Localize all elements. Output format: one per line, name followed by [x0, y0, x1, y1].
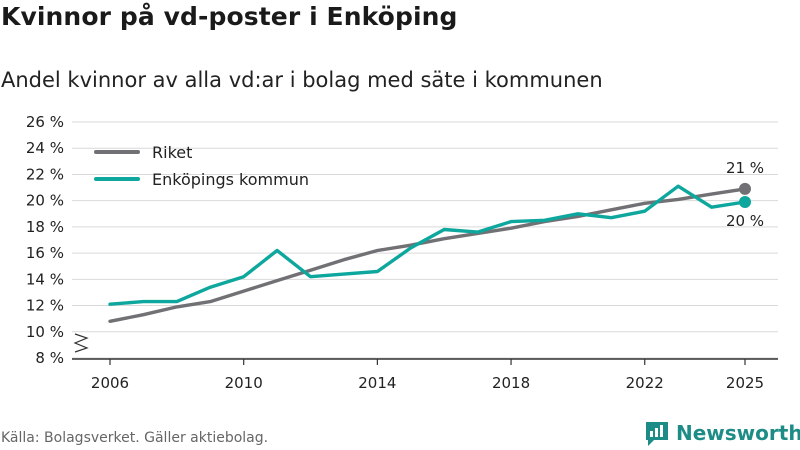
source-note: Källa: Bolagsverket. Gäller aktiebolag. [1, 430, 269, 446]
y-tick-label: 16 % [26, 244, 64, 262]
series-line-riket [108, 187, 747, 323]
y-tick-label: 22 % [26, 165, 64, 183]
newsworthy-logo-icon [646, 422, 668, 446]
line-chart: 8 % 10 % 12 % 14 % 16 % 18 % 20 % 22 % 24 % 26 % 2… [26, 113, 778, 392]
series-end-label: 21 % [726, 159, 764, 177]
chart-subtitle: Andel kvinnor av alla vd:ar i bolag med … [1, 68, 603, 92]
y-tick-label: 24 % [26, 139, 64, 157]
legend-label: Riket [152, 143, 192, 162]
x-tick-label: 2025 [726, 374, 764, 392]
x-tick-label: 2010 [225, 374, 263, 392]
y-tick-label: 26 % [26, 113, 64, 131]
y-tick-label: 12 % [26, 297, 64, 315]
series-line-enk-pings-kommun [108, 184, 747, 306]
brand-logo: Newsworthy [644, 418, 800, 448]
series-end-label: 20 % [726, 212, 764, 230]
axis-break-icon [73, 333, 89, 353]
x-tick-label: 2022 [626, 374, 664, 392]
legend-label: Enköpings kommun [152, 170, 309, 189]
x-tick-label: 2018 [492, 374, 530, 392]
y-tick-label: 10 % [26, 323, 64, 341]
chart-title: Kvinnor på vd-poster i Enköping [1, 2, 458, 31]
x-tick-label: 2014 [358, 374, 396, 392]
y-tick-label: 8 % [35, 349, 64, 367]
x-tick-label: 2006 [91, 374, 129, 392]
series-end-point [739, 195, 751, 208]
y-tick-label: 18 % [26, 218, 64, 236]
y-tick-label: 14 % [26, 270, 64, 288]
brand-name: Newsworthy [676, 421, 800, 445]
y-tick-label: 20 % [26, 192, 64, 210]
series-end-point [739, 182, 751, 195]
